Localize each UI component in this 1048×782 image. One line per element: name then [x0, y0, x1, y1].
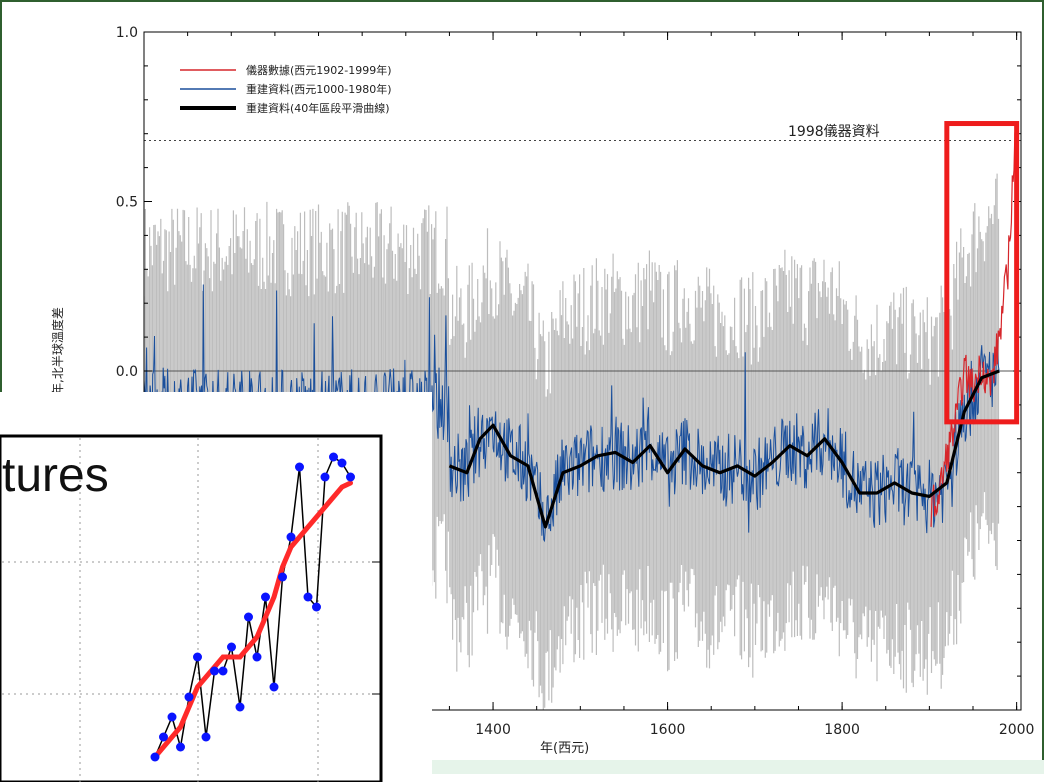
inset-data-point — [210, 666, 219, 676]
reference-annotation: 1998儀器資料 — [788, 124, 880, 140]
x-tick-label: 1400 — [475, 722, 511, 738]
y-tick-label: 1.0 — [116, 25, 138, 41]
inset-data-point — [193, 652, 202, 662]
x-tick-label: 1600 — [650, 722, 686, 738]
instrument-series — [930, 132, 1017, 527]
x-axis-label: 年(西元) — [540, 741, 589, 756]
inset-data-point — [184, 692, 194, 702]
inset-data-point — [295, 462, 304, 472]
highlight-box — [944, 121, 1020, 425]
inset-smoothed-line — [152, 480, 353, 760]
inset-data-point — [312, 602, 321, 612]
inset-data-point — [150, 752, 160, 762]
legend-label: 重建資料(西元1000-1980年) — [246, 82, 392, 96]
inset-data-point — [176, 742, 185, 752]
inset-data-point — [329, 452, 338, 462]
inset-data-point — [218, 666, 228, 676]
inset-data-point — [286, 532, 296, 542]
y-axis-label: 年,北半球溫度差 — [50, 307, 65, 395]
inset-data-point — [303, 592, 313, 602]
y-tick-label: 0.5 — [116, 195, 138, 211]
inset-data-point — [167, 712, 177, 722]
smoothed-series — [448, 369, 1000, 529]
x-tick-label: 1800 — [824, 722, 860, 738]
slide-bottom-strip — [430, 760, 1044, 774]
inset-plot — [150, 452, 355, 762]
inset-data-point — [159, 732, 168, 742]
inset-data-point — [227, 642, 236, 652]
inset-data-point — [346, 472, 355, 482]
y-tick-label: 0.0 — [116, 364, 138, 380]
inset-data-point — [235, 702, 245, 712]
inset-data-point — [201, 732, 211, 742]
chart-legend: 儀器數據(西元1902-1999年) 重建資料(西元1000-1980年) 重建資料… — [180, 63, 392, 115]
legend-label: 重建資料(40年區段平滑曲線) — [246, 101, 390, 115]
inset-data-point — [278, 572, 287, 582]
x-tick-label: 2000 — [999, 722, 1035, 738]
inset-data-point — [337, 458, 347, 468]
inset-chart — [0, 392, 432, 782]
inset-data-point — [261, 592, 270, 602]
legend-label: 儀器數據(西元1902-1999年) — [246, 63, 392, 77]
inset-title: tures — [2, 449, 109, 502]
inset-data-point — [320, 472, 330, 482]
inset-data-point — [252, 652, 262, 662]
inset-data-point — [244, 612, 253, 622]
inset-data-point — [269, 682, 279, 692]
